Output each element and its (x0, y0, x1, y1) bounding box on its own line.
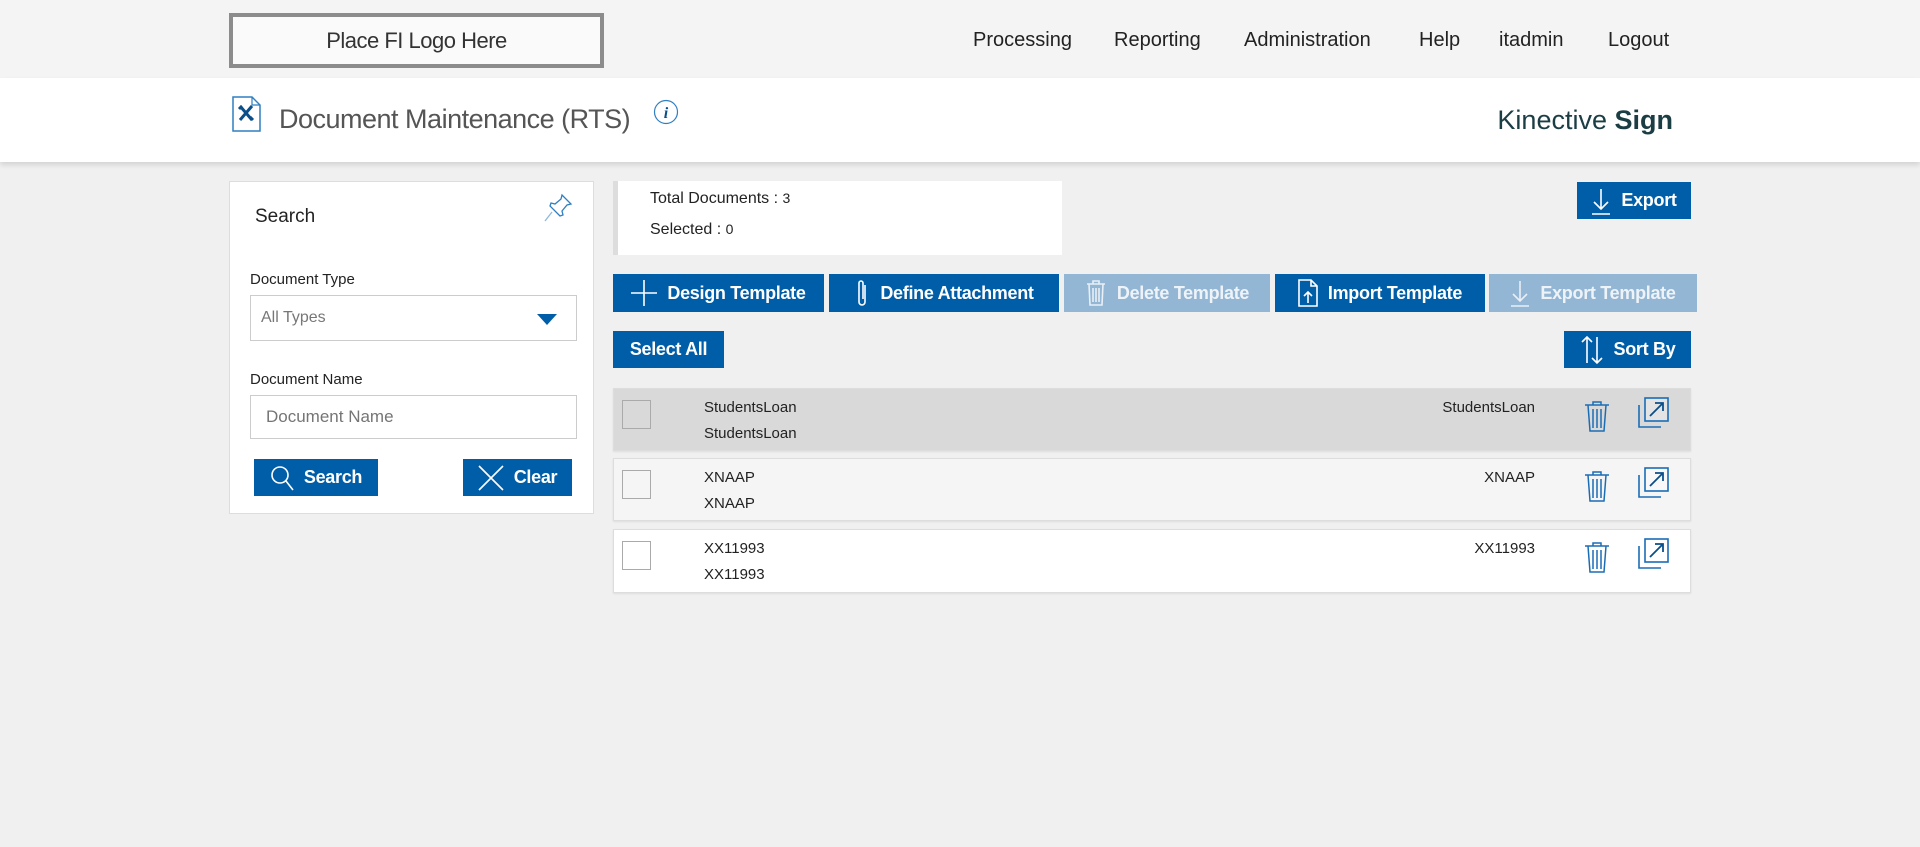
trash-icon[interactable] (1583, 469, 1611, 503)
export-button-label: Export (1621, 190, 1677, 210)
document-type-label: Document Type (250, 271, 355, 288)
document-wrench-icon (232, 96, 261, 132)
design-template-label: Design Template (667, 282, 806, 303)
design-template-button[interactable]: Design Template (613, 274, 824, 312)
document-type-value: All Types (261, 309, 326, 326)
search-panel: Search Document Type All Types Document … (229, 181, 594, 514)
brand-light: Kinective (1497, 105, 1607, 135)
pin-icon[interactable] (542, 192, 574, 224)
document-name: XNAAP (704, 469, 755, 486)
summary-box: Total Documents : 3 Selected : 0 (613, 181, 1062, 255)
page-header (0, 78, 1920, 162)
logo-placeholder: Place FI Logo Here (229, 13, 604, 68)
search-icon (271, 465, 294, 490)
document-type-select[interactable]: All Types (250, 295, 577, 341)
sort-icon (1580, 335, 1603, 364)
sort-by-label: Sort By (1613, 339, 1676, 359)
import-template-button[interactable]: Import Template (1275, 274, 1485, 312)
selected-count: Selected : 0 (650, 221, 733, 239)
open-external-icon[interactable] (1638, 397, 1670, 429)
delete-template-button[interactable]: Delete Template (1064, 274, 1270, 312)
define-attachment-label: Define Attachment (880, 282, 1034, 303)
selected-label: Selected : (650, 221, 726, 238)
trash-icon[interactable] (1583, 540, 1611, 574)
close-icon (478, 464, 504, 491)
plus-icon (631, 280, 658, 306)
define-attachment-button[interactable]: Define Attachment (829, 274, 1059, 312)
export-button[interactable]: Export (1577, 182, 1691, 219)
nav-processing[interactable]: Processing (973, 29, 1072, 51)
chevron-down-icon (537, 314, 557, 325)
select-all-label: Select All (629, 339, 708, 359)
row-checkbox[interactable] (622, 541, 651, 570)
nav-administration[interactable]: Administration (1244, 29, 1371, 51)
row-checkbox[interactable] (622, 470, 651, 499)
search-button-label: Search (303, 467, 363, 487)
nav-logout[interactable]: Logout (1608, 29, 1670, 51)
nav-user[interactable]: itadmin (1499, 29, 1564, 51)
total-label: Total Documents : (650, 190, 783, 207)
search-panel-title: Search (255, 206, 316, 227)
logo-text: Place FI Logo Here (326, 27, 507, 53)
document-type: XX11993 (1474, 540, 1535, 557)
total-value: 3 (782, 190, 791, 206)
import-template-label: Import Template (1327, 282, 1463, 303)
export-template-label: Export Template (1540, 282, 1676, 303)
search-button[interactable]: Search (254, 459, 378, 496)
document-name: XX11993 (704, 540, 765, 557)
open-external-icon[interactable] (1638, 538, 1670, 570)
document-type: XNAAP (1484, 469, 1535, 486)
brand-logo: Kinective Sign (1497, 105, 1673, 136)
clear-button-label: Clear (513, 467, 558, 487)
nav-reporting[interactable]: Reporting (1114, 29, 1201, 51)
table-row[interactable]: XX11993 XX11993 XX11993 (613, 529, 1691, 593)
select-all-button[interactable]: Select All (613, 331, 724, 368)
download-icon (1592, 188, 1611, 215)
export-template-button[interactable]: Export Template (1489, 274, 1697, 312)
delete-template-label: Delete Template (1116, 282, 1250, 303)
selected-value: 0 (725, 221, 734, 237)
svg-text:i: i (664, 105, 669, 122)
document-description: StudentsLoan (704, 425, 797, 442)
document-name-label: Document Name (250, 371, 363, 388)
sort-by-button[interactable]: Sort By (1564, 331, 1691, 368)
document-description: XNAAP (704, 495, 755, 512)
download-icon (1511, 281, 1530, 307)
upload-document-icon (1298, 279, 1318, 307)
table-row[interactable]: StudentsLoan StudentsLoan StudentsLoan (613, 388, 1691, 451)
open-external-icon[interactable] (1638, 467, 1670, 499)
table-row[interactable]: XNAAP XNAAP XNAAP (613, 458, 1691, 521)
trash-icon (1086, 280, 1105, 306)
total-documents: Total Documents : 3 (650, 190, 790, 208)
clear-button[interactable]: Clear (463, 459, 572, 496)
row-checkbox[interactable] (622, 400, 651, 429)
brand-bold: Sign (1614, 105, 1674, 135)
document-name-input[interactable] (250, 395, 577, 439)
document-name: StudentsLoan (704, 399, 797, 416)
page-title: Document Maintenance (RTS) (279, 104, 631, 134)
document-description: XX11993 (704, 566, 765, 583)
document-type: StudentsLoan (1442, 399, 1535, 416)
paperclip-icon (858, 280, 867, 306)
info-icon[interactable]: i (653, 99, 679, 125)
nav-help[interactable]: Help (1419, 29, 1461, 51)
trash-icon[interactable] (1583, 399, 1611, 433)
